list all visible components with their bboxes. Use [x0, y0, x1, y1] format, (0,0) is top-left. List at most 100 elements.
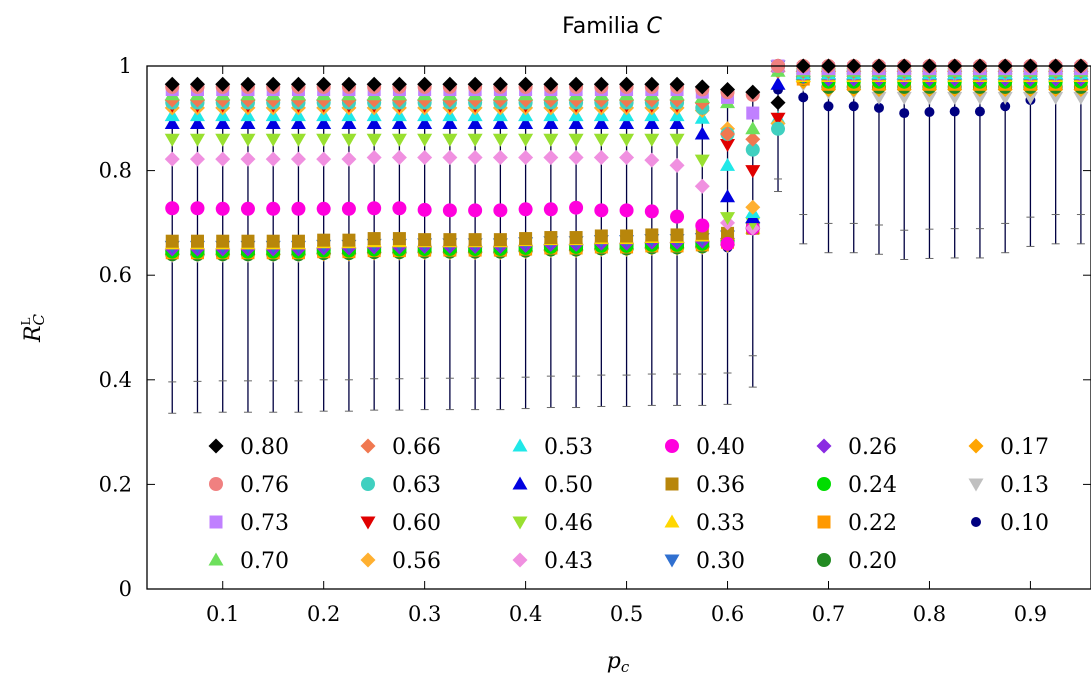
data-point [669, 133, 685, 147]
legend: 0.80 0.76 0.73 0.70 0.66 0.63 0.60 0.56 0.53 0.50… [208, 435, 1049, 574]
data-point [670, 209, 685, 224]
y-tick-label: 0.6 [99, 263, 132, 287]
data-point [720, 138, 736, 152]
data-point [518, 150, 534, 166]
data-point [694, 178, 710, 194]
data-point [265, 151, 281, 167]
legend-label: 0.56 [392, 549, 441, 574]
data-point [215, 201, 230, 216]
data-point [492, 150, 508, 166]
legend-label: 0.66 [392, 435, 441, 460]
data-point [745, 84, 761, 100]
legend-marker [512, 438, 528, 452]
data-point [518, 202, 533, 217]
legend-entry: 0.63 [361, 473, 441, 498]
data-point [644, 133, 660, 147]
legend-marker [512, 552, 528, 568]
legend-label: 0.80 [240, 435, 289, 460]
data-point [798, 92, 809, 103]
data-point [947, 91, 963, 105]
data-point [770, 76, 786, 90]
y-axis-label: RLC [19, 313, 48, 343]
legend-label: 0.30 [696, 549, 745, 574]
data-point [924, 107, 935, 118]
data-point [644, 152, 660, 168]
data-point [341, 133, 357, 147]
x-tick-label: 0.4 [509, 602, 542, 626]
data-point [240, 151, 256, 167]
data-point [442, 150, 458, 166]
data-point [240, 116, 256, 130]
data-point [391, 133, 407, 147]
data-markers [164, 58, 1089, 263]
data-point [417, 133, 433, 147]
data-point [443, 233, 457, 247]
data-point [543, 150, 559, 166]
data-point [266, 234, 280, 248]
data-point [871, 91, 887, 105]
data-point [467, 150, 483, 166]
legend-marker [208, 438, 224, 454]
y-tick-label: 0.2 [99, 472, 132, 496]
legend-label: 0.73 [240, 511, 289, 536]
legend-label: 0.50 [544, 473, 593, 498]
data-point [215, 76, 231, 92]
data-point [720, 189, 736, 203]
data-point [594, 203, 609, 218]
data-point [215, 151, 231, 167]
data-point [316, 133, 332, 147]
data-point [695, 218, 710, 233]
data-point [745, 165, 761, 179]
legend-label: 0.76 [240, 473, 289, 498]
data-point [543, 202, 558, 217]
legend-marker [664, 554, 680, 568]
legend-entry: 0.40 [665, 435, 745, 460]
data-point [645, 228, 659, 242]
legend-entry: 0.33 [664, 511, 745, 536]
data-point [316, 116, 332, 130]
data-point [720, 212, 736, 226]
data-point [468, 203, 483, 218]
data-point [341, 201, 356, 216]
legend-label: 0.10 [1000, 511, 1049, 536]
data-point [366, 150, 382, 166]
legend-label: 0.60 [392, 511, 441, 536]
data-point [896, 91, 912, 105]
data-point [593, 116, 609, 130]
data-point [290, 133, 306, 147]
data-point [619, 150, 635, 166]
data-point [392, 232, 406, 246]
data-point [265, 76, 281, 92]
legend-entry: 0.66 [360, 435, 441, 460]
data-point [568, 76, 584, 92]
legend-marker [817, 477, 831, 491]
data-point [620, 229, 634, 243]
y-tick-label: 1 [119, 54, 132, 78]
legend-entry: 0.36 [665, 473, 745, 498]
data-point [240, 76, 256, 92]
data-point [669, 76, 685, 92]
legend-label: 0.70 [240, 549, 289, 574]
legend-marker [361, 477, 375, 491]
data-point [619, 76, 635, 92]
data-point [997, 91, 1013, 105]
data-point [467, 76, 483, 92]
x-tick-label: 0.8 [913, 602, 946, 626]
legend-entry: 0.17 [968, 435, 1049, 460]
y-tick-label: 0.8 [99, 159, 132, 183]
x-tick-label: 0.2 [307, 602, 340, 626]
data-point [189, 116, 205, 130]
chart-title: Familia C [562, 14, 662, 39]
legend-entry: 0.46 [512, 511, 593, 536]
data-point [823, 101, 834, 112]
data-point [593, 150, 609, 166]
data-point [189, 151, 205, 167]
data-point [316, 76, 332, 92]
data-point [366, 76, 382, 92]
data-point [518, 76, 534, 92]
data-point [644, 116, 660, 130]
legend-entry: 0.43 [512, 549, 593, 574]
data-point [391, 150, 407, 166]
data-point [720, 126, 736, 142]
tick-labels: 0.1 0.2 0.3 0.4 0.5 0.6 0.7 0.8 0.9 0 0.2 0.4 0.6 0.8… [99, 54, 1048, 626]
